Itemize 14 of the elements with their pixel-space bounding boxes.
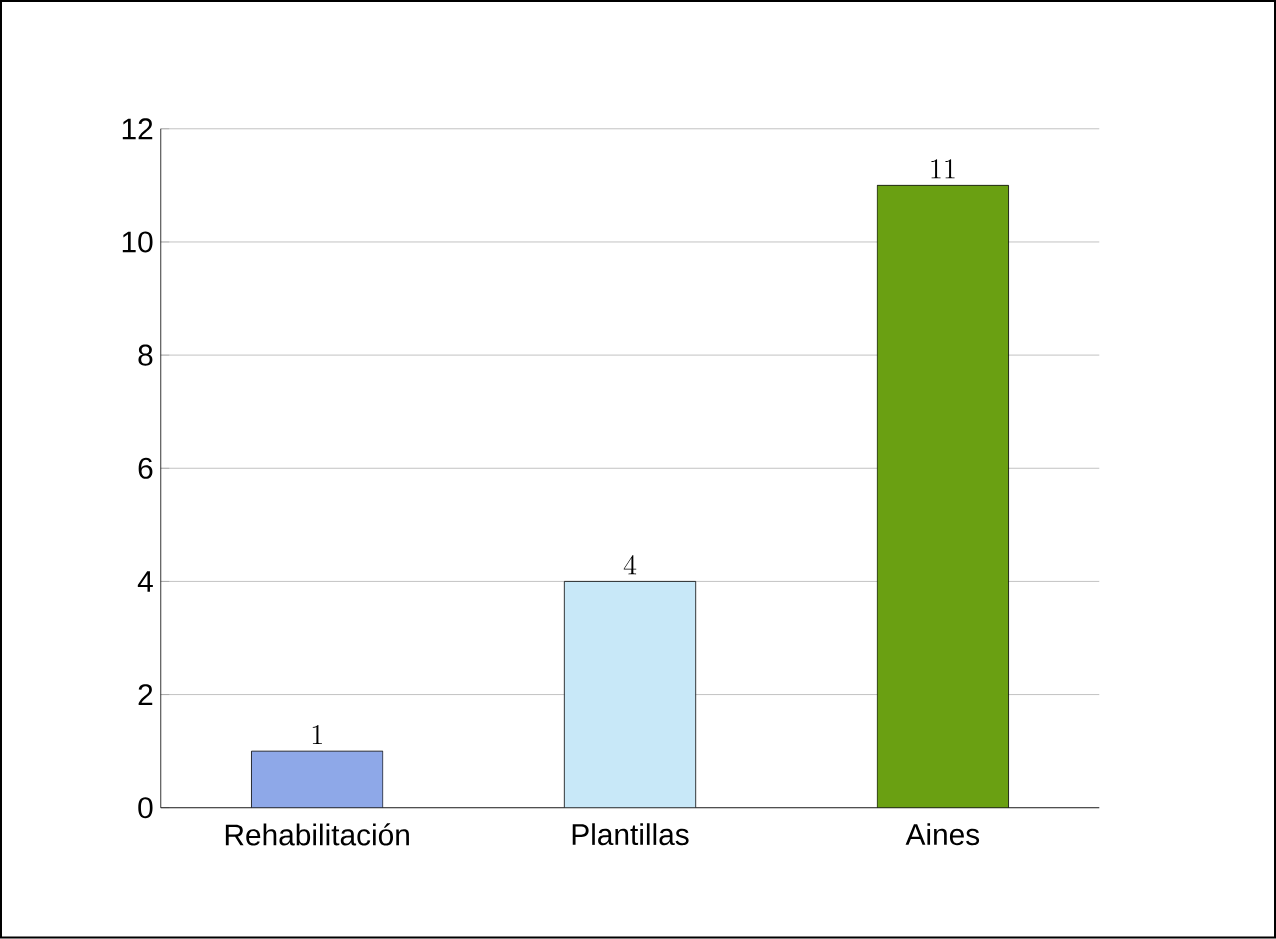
data-label: 4 (623, 555, 637, 575)
x-tick-label: Aines (905, 823, 980, 846)
bar (876, 185, 1009, 808)
x-tick-label: Plantillas (572, 823, 689, 846)
y-tick-label: 0 (138, 797, 153, 819)
data-label: 1 (312, 725, 322, 745)
y-tick-label: 6 (138, 457, 153, 480)
y-tick-label: 4 (137, 571, 153, 592)
y-tick-label: 12 (122, 118, 153, 140)
y-tick-label: 10 (122, 231, 153, 253)
y-tick-label: 2 (138, 684, 153, 706)
data-label: 11 (931, 159, 955, 179)
y-tick-label: 8 (138, 344, 153, 366)
x-tick-label: Rehabilitación (225, 823, 409, 846)
